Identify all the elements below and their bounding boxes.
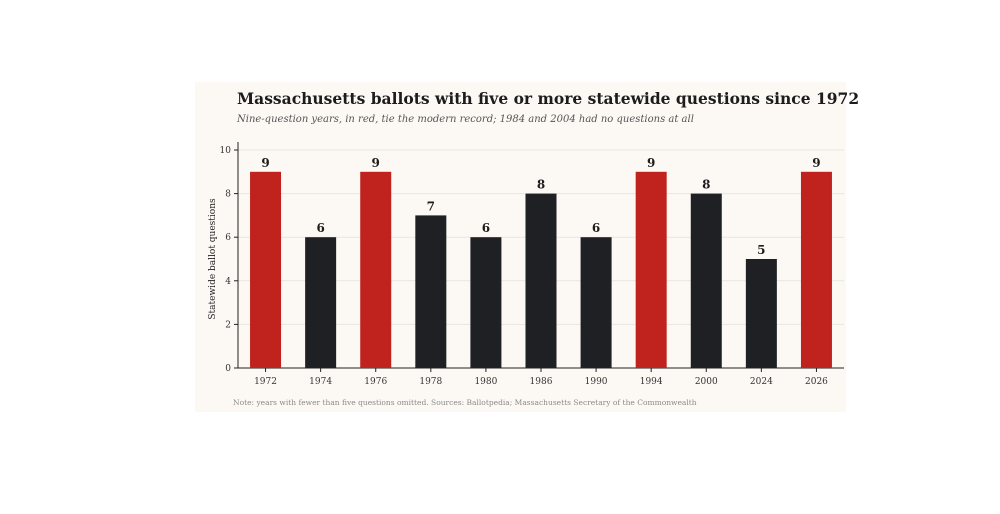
y-axis-label: Statewide ballot questions bbox=[208, 198, 218, 320]
bar-1994 bbox=[635, 171, 667, 368]
x-tick-label-2000: 2000 bbox=[695, 377, 718, 387]
y-tick-label: 2 bbox=[225, 320, 231, 330]
bar-1972 bbox=[250, 171, 282, 368]
y-tick-label: 8 bbox=[225, 190, 231, 200]
chart-card: Massachusetts ballots with five or more … bbox=[195, 82, 860, 412]
data-label-2000: 8 bbox=[702, 178, 710, 192]
bar-chart: 0 2 4 6 8 10 Statewide ballot questions 9 1972 6 1… bbox=[208, 142, 844, 387]
x-tick-label-1980: 1980 bbox=[474, 377, 497, 387]
data-label-1974: 6 bbox=[316, 221, 324, 235]
bar-1986 bbox=[525, 193, 557, 368]
data-label-1986: 8 bbox=[537, 178, 545, 192]
x-tick-label-1986: 1986 bbox=[530, 377, 553, 387]
x-tick-label-1972: 1972 bbox=[254, 377, 277, 387]
bar-1974 bbox=[305, 237, 337, 368]
x-tick-label-1978: 1978 bbox=[419, 377, 442, 387]
data-label-2024: 5 bbox=[757, 243, 765, 257]
data-label-1990: 6 bbox=[592, 221, 600, 235]
x-tick-label-2026: 2026 bbox=[805, 377, 828, 387]
x-tick-label-1994: 1994 bbox=[640, 377, 663, 387]
data-label-1972: 9 bbox=[261, 156, 269, 170]
chart-note: Note: years with fewer than five questio… bbox=[233, 398, 697, 407]
bar-2000 bbox=[690, 193, 722, 368]
bar-1990 bbox=[580, 237, 612, 368]
y-tick-label: 10 bbox=[220, 146, 232, 156]
y-tick-label: 6 bbox=[225, 233, 231, 243]
data-label-1978: 7 bbox=[427, 199, 435, 213]
data-label-1994: 9 bbox=[647, 156, 655, 170]
y-tick-label: 4 bbox=[225, 277, 231, 287]
x-tick-label-1974: 1974 bbox=[309, 377, 332, 387]
data-label-2026: 9 bbox=[812, 156, 820, 170]
x-tick-label-1976: 1976 bbox=[364, 377, 387, 387]
x-tick-label-2024: 2024 bbox=[750, 377, 773, 387]
bar-2026 bbox=[800, 171, 832, 368]
bar-1978 bbox=[415, 215, 447, 368]
data-label-1980: 6 bbox=[482, 221, 490, 235]
y-tick-label: 0 bbox=[225, 364, 231, 374]
bar-1976 bbox=[360, 171, 392, 368]
bar-1980 bbox=[470, 237, 502, 368]
chart-subtitle: Nine-question years, in red, tie the mod… bbox=[237, 114, 694, 125]
data-label-1976: 9 bbox=[372, 156, 380, 170]
x-tick-label-1990: 1990 bbox=[585, 377, 608, 387]
bar-2024 bbox=[745, 259, 777, 368]
chart-title: Massachusetts ballots with five or more … bbox=[237, 89, 860, 108]
